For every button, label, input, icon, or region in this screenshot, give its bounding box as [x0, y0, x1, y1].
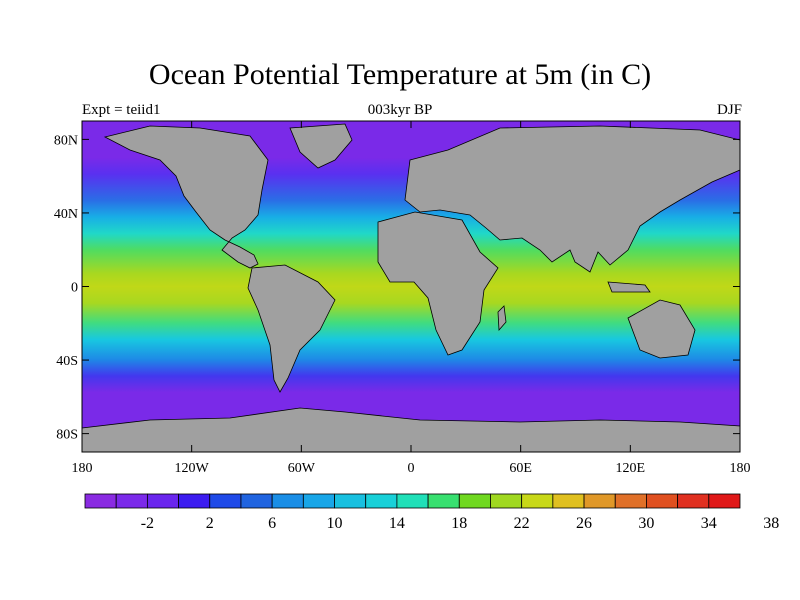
- colorbar-swatch: [614, 493, 647, 509]
- landmass-eurasia: [404, 125, 741, 273]
- colorbar-label: 26: [576, 515, 592, 532]
- lat-tick-label: 80N: [54, 133, 78, 148]
- landmass-indonesia: [607, 281, 651, 293]
- experiment-label: Expt = teiid1: [82, 102, 161, 118]
- landmass-north-america: [103, 125, 269, 269]
- lat-tick-label: 80S: [56, 428, 78, 443]
- colorbar-swatch: [178, 493, 211, 509]
- landmass-australia: [627, 299, 696, 359]
- colorbar-label: 22: [514, 515, 530, 532]
- lat-tick-label: 40S: [56, 354, 78, 369]
- colorbar-swatch: [302, 493, 335, 509]
- colorbar-label: 2: [206, 515, 214, 532]
- landmass-greenland: [289, 123, 353, 169]
- lon-tick-label: 120E: [616, 461, 646, 476]
- lon-tick-label: 0: [408, 461, 415, 476]
- colorbar-label: 14: [389, 515, 405, 532]
- colorbar-label: 30: [638, 515, 654, 532]
- colorbar-swatch: [552, 493, 585, 509]
- colorbar-swatch: [271, 493, 304, 509]
- colorbar-label: 10: [327, 515, 343, 532]
- lon-tick-label: 120W: [175, 461, 210, 476]
- lon-tick-label: 60W: [288, 461, 316, 476]
- colorbar-label: 34: [701, 515, 717, 532]
- colorbar-label: -2: [141, 515, 154, 532]
- colorbar-swatch: [427, 493, 460, 509]
- colorbar-swatch: [365, 493, 398, 509]
- season-label: DJF: [716, 102, 742, 118]
- landmass-africa: [377, 211, 499, 356]
- colorbar-swatch: [677, 493, 710, 509]
- colorbar-swatch: [521, 493, 554, 509]
- lat-tick-label: 0: [71, 281, 78, 296]
- colorbar: -226101418222630343842: [84, 493, 779, 532]
- map-title: Ocean Potential Temperature at 5m (in C): [148, 58, 652, 91]
- landmass-madagascar: [497, 305, 507, 332]
- colorbar-swatch: [458, 493, 491, 509]
- colorbar-swatch: [396, 493, 429, 509]
- colorbar-swatch: [240, 493, 273, 509]
- time-label: 003kyr BP: [367, 102, 433, 118]
- colorbar-swatch: [334, 493, 367, 509]
- colorbar-swatch: [583, 493, 616, 509]
- lat-tick-label: 40N: [54, 207, 78, 222]
- colorbar-label: 38: [763, 515, 779, 532]
- land-masses: [81, 123, 741, 453]
- colorbar-label: 6: [268, 515, 276, 532]
- colorbar-label: 18: [451, 515, 467, 532]
- colorbar-swatch: [209, 493, 242, 509]
- colorbar-swatch: [115, 493, 148, 509]
- colorbar-swatch: [708, 493, 741, 509]
- lon-tick-label: 180: [72, 461, 93, 476]
- lon-tick-label: 180: [730, 461, 751, 476]
- colorbar-swatch: [84, 493, 117, 509]
- lon-tick-label: 60E: [509, 461, 532, 476]
- landmass-south-america: [247, 264, 336, 393]
- colorbar-swatch: [146, 493, 179, 509]
- colorbar-swatch: [490, 493, 523, 509]
- axis-ticks: 80N 40N 0 40S 80S 180 120W 60W 0 60E 120E 180: [54, 121, 751, 476]
- colorbar-swatch: [646, 493, 679, 509]
